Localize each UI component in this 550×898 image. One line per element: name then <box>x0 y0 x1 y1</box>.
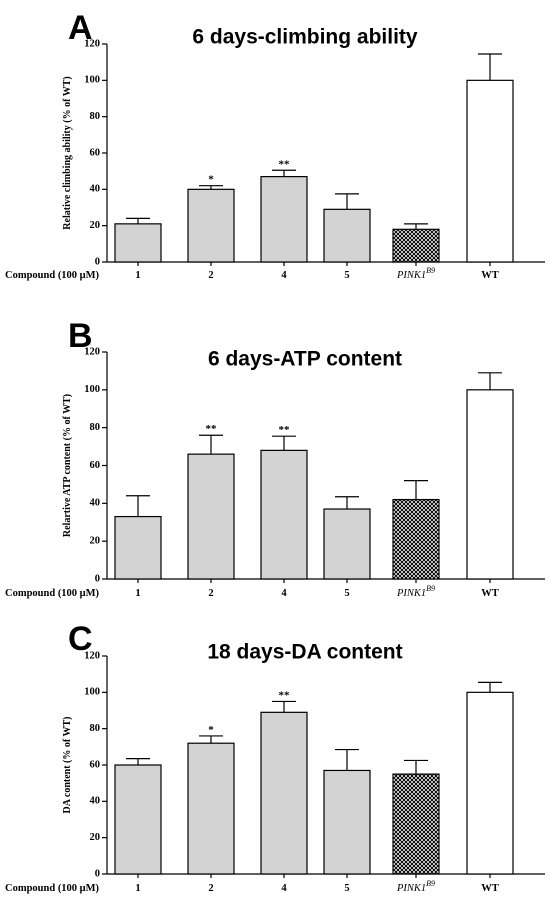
panel-C: C 18 days-DA content DA content (% of WT) 0… <box>5 620 545 894</box>
x-tick-label: 5 <box>344 883 349 894</box>
x-tick-label: 2 <box>208 588 213 599</box>
chart-title: 6 days-ATP content <box>208 348 402 371</box>
y-tick-label: 20 <box>90 536 101 547</box>
bar-5 <box>323 208 371 263</box>
panel-letter: A <box>68 9 93 47</box>
x-tick-label: 1 <box>135 270 140 281</box>
x-axis-label: Compound (100 μM) <box>5 588 100 599</box>
x-tick-label: 4 <box>281 883 287 894</box>
x-tick-label: 4 <box>281 588 287 599</box>
x-tick-label: PINK1B9 <box>396 584 435 599</box>
bar-2 <box>187 453 235 580</box>
x-tick-label: 1 <box>135 883 140 894</box>
y-tick-label: 40 <box>90 184 101 195</box>
y-tick-label: 100 <box>84 75 100 86</box>
y-axis-label: DA content (% of WT) <box>62 716 73 813</box>
y-tick-label: 40 <box>90 796 101 807</box>
y-tick-label: 120 <box>84 346 100 357</box>
bar-pink1 <box>392 228 440 263</box>
x-tick-label: WT <box>481 883 499 894</box>
bar-1 <box>114 223 162 263</box>
significance-mark: ** <box>279 424 291 436</box>
panel-A: A 6 days-climbing ability Relative climbin… <box>5 9 545 281</box>
chart-title: 18 days-DA content <box>207 641 402 664</box>
x-tick-label: 4 <box>281 270 287 281</box>
panel-letter: C <box>68 620 93 658</box>
significance-mark: * <box>208 724 214 736</box>
y-tick-label: 0 <box>95 256 100 267</box>
y-tick-label: 40 <box>90 498 101 509</box>
y-tick-label: 120 <box>84 38 100 49</box>
x-tick-label: PINK1B9 <box>396 266 435 281</box>
x-tick-label: 5 <box>344 588 349 599</box>
x-tick-label: 2 <box>208 883 213 894</box>
x-tick-label: 5 <box>344 270 349 281</box>
y-tick-label: 60 <box>90 759 101 770</box>
y-axis-label: Relartive ATP content (% of WT) <box>62 394 73 537</box>
bar-4 <box>260 449 308 580</box>
significance-mark: ** <box>206 423 218 435</box>
significance-mark: ** <box>279 689 291 701</box>
y-tick-label: 0 <box>95 573 100 584</box>
y-tick-label: 120 <box>84 650 100 661</box>
y-tick-label: 80 <box>90 422 101 433</box>
y-tick-label: 80 <box>90 111 101 122</box>
bar-4 <box>260 711 308 875</box>
x-tick-label: 1 <box>135 588 140 599</box>
y-tick-label: 80 <box>90 723 101 734</box>
bar-1 <box>114 764 162 875</box>
x-tick-label: WT <box>481 270 499 281</box>
panel-B: B 6 days-ATP content Relartive ATP content… <box>5 317 545 599</box>
y-tick-label: 20 <box>90 832 101 843</box>
y-tick-label: 60 <box>90 460 101 471</box>
panel-letter: B <box>68 317 93 355</box>
bar-pink1 <box>392 498 440 580</box>
x-tick-label: PINK1B9 <box>396 879 435 894</box>
significance-mark: ** <box>279 158 291 170</box>
bar-2 <box>187 188 235 263</box>
x-tick-label: 2 <box>208 270 213 281</box>
chart-title: 6 days-climbing ability <box>192 26 418 49</box>
bar-pink1 <box>392 773 440 875</box>
bar-wt <box>466 79 514 263</box>
bar-2 <box>187 742 235 875</box>
y-tick-label: 60 <box>90 147 101 158</box>
x-tick-label: WT <box>481 588 499 599</box>
y-tick-label: 100 <box>84 384 100 395</box>
significance-mark: * <box>208 174 214 186</box>
bar-wt <box>466 389 514 580</box>
x-axis-label: Compound (100 μM) <box>5 270 100 281</box>
y-axis-label: Relative climbing ability (% of WT) <box>62 76 73 229</box>
bar-5 <box>323 769 371 875</box>
bar-1 <box>114 515 162 580</box>
y-tick-label: 100 <box>84 687 100 698</box>
y-tick-label: 20 <box>90 220 101 231</box>
bar-4 <box>260 176 308 263</box>
x-axis-label: Compound (100 μM) <box>5 883 100 894</box>
bar-5 <box>323 508 371 580</box>
y-tick-label: 0 <box>95 868 100 879</box>
bar-wt <box>466 691 514 875</box>
